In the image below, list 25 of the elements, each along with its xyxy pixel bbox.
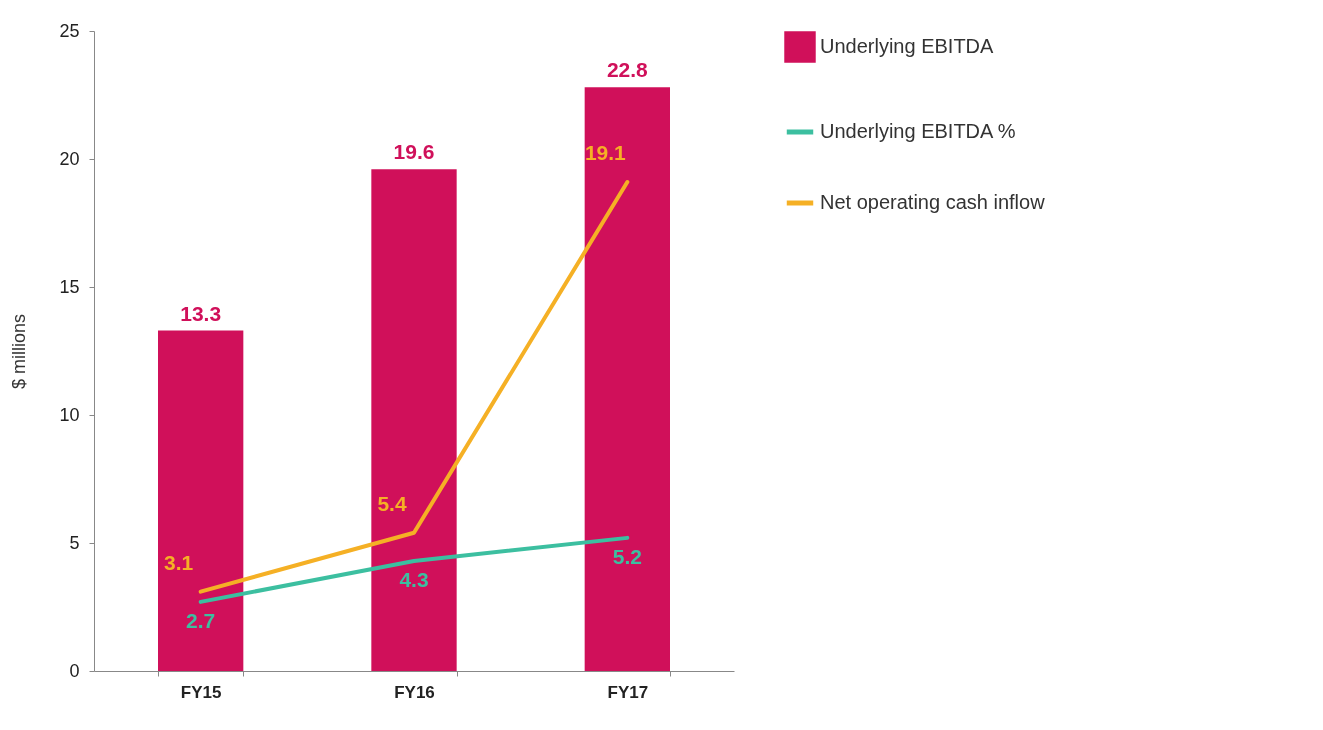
- bar: [584, 87, 670, 671]
- data-label: 19.6: [393, 140, 435, 164]
- x-tick-label: FY17: [607, 682, 649, 702]
- y-axis-title: $ millions: [9, 313, 30, 390]
- data-label: 13.3: [180, 301, 222, 325]
- bar: [371, 169, 457, 671]
- data-label: 2.7: [186, 608, 216, 632]
- data-label: 5.2: [612, 544, 642, 568]
- y-tick-label: 5: [69, 532, 80, 553]
- legend-label: Underlying EBITDA: [820, 35, 995, 57]
- y-tick-label: 10: [59, 404, 80, 425]
- y-tick-label: 25: [59, 20, 80, 41]
- data-label: 19.1: [584, 141, 627, 165]
- x-tick-label: FY16: [394, 682, 435, 702]
- data-label: 4.3: [399, 567, 429, 591]
- x-tick-label: FY15: [180, 682, 222, 702]
- bar: [158, 330, 244, 671]
- data-label: 22.8: [606, 58, 649, 82]
- legend-label: Underlying EBITDA %: [820, 120, 1016, 142]
- y-tick-label: 20: [59, 148, 80, 169]
- data-label: 5.4: [377, 491, 407, 515]
- y-tick-label: 0: [69, 660, 80, 681]
- y-tick-label: 15: [59, 276, 80, 297]
- data-label: 3.1: [164, 550, 194, 574]
- legend-label: Net operating cash inflow: [820, 191, 1046, 213]
